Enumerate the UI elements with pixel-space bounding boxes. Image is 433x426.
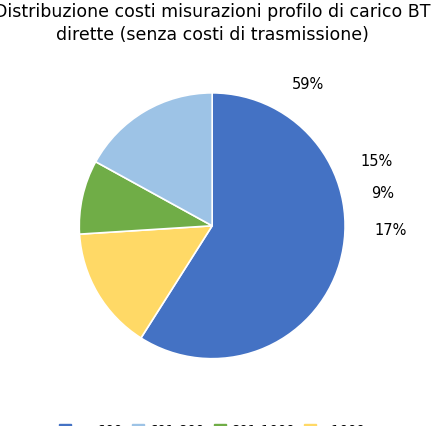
Text: 59%: 59% <box>292 77 324 92</box>
Text: 15%: 15% <box>361 154 393 169</box>
Wedge shape <box>80 226 212 338</box>
Title: Distribuzione costi misurazioni profilo di carico BT
dirette (senza costi di tra: Distribuzione costi misurazioni profilo … <box>0 3 430 44</box>
Wedge shape <box>79 162 212 234</box>
Text: 17%: 17% <box>374 222 407 238</box>
Text: 9%: 9% <box>371 186 394 201</box>
Wedge shape <box>141 93 345 359</box>
Legend: <=600, 601-800, 801-1000, >1000: <=600, 601-800, 801-1000, >1000 <box>53 418 371 426</box>
Wedge shape <box>96 93 212 226</box>
